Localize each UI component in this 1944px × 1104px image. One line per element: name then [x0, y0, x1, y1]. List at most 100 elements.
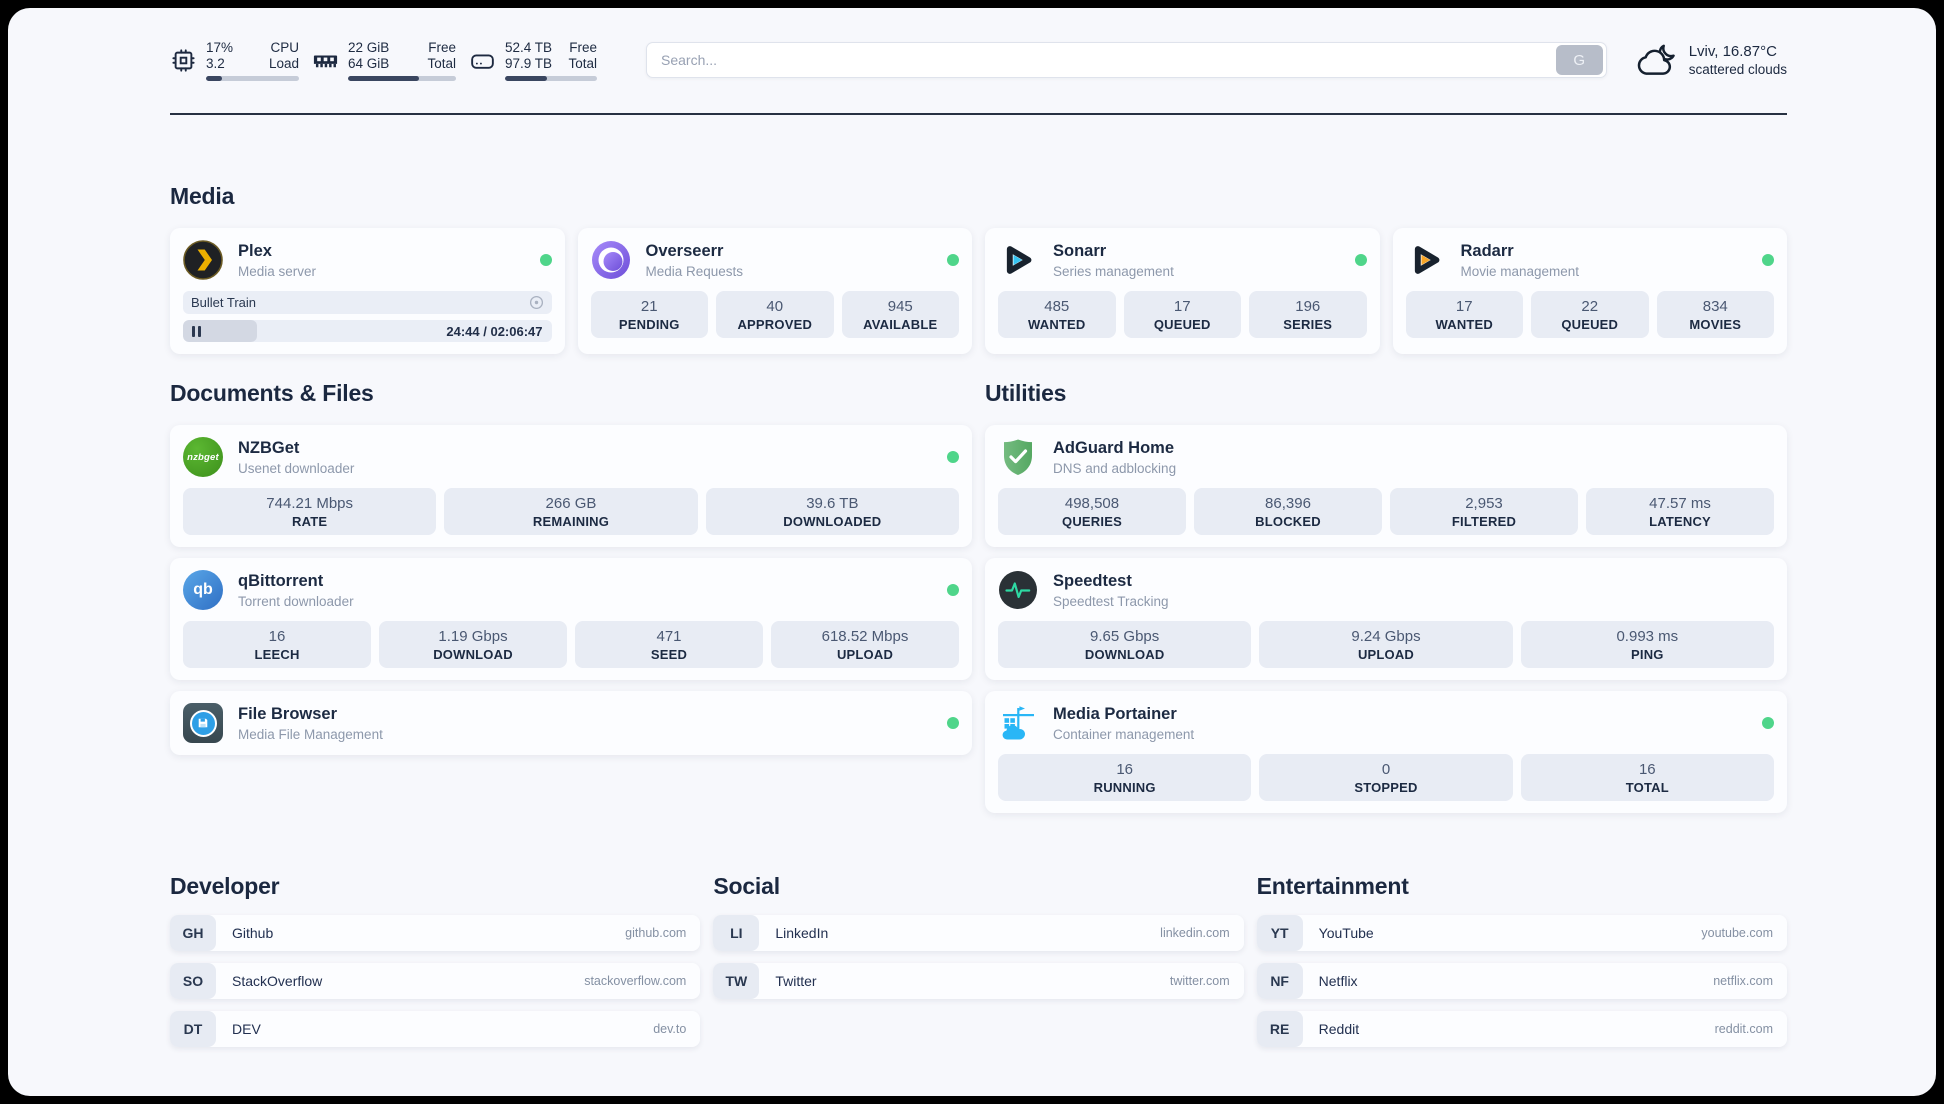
now-playing-title: Bullet Train — [191, 295, 257, 310]
disk-icon — [471, 53, 494, 69]
app-name: Speedtest — [1053, 571, 1132, 590]
memory-total-value: 64 GiB — [348, 56, 390, 71]
ram-icon — [313, 54, 338, 67]
stat-wanted: 485 WANTED — [998, 291, 1116, 338]
app-subtitle: Container management — [1053, 726, 1195, 742]
app-name: File Browser — [238, 704, 338, 723]
disc-icon — [529, 295, 543, 310]
app-subtitle: Media Requests — [645, 263, 744, 279]
media-card-row: Plex Media server Bullet Train 24:44 / 0… — [170, 228, 1787, 354]
app-card-sonarr[interactable]: Sonarr Series management 485 WANTED 17 QUE… — [985, 228, 1380, 354]
header-divider — [170, 113, 1787, 115]
app-name: Overseerr — [645, 241, 724, 260]
pause-button[interactable] — [192, 325, 201, 337]
disk-progress-bar — [505, 75, 597, 81]
cpu-widget: 17% CPU 3.2 Load — [170, 40, 299, 81]
cpu-load-label: Load — [268, 56, 299, 71]
app-card-portainer[interactable]: Media Portainer Container management 16 R… — [985, 691, 1787, 813]
bookmark-reddit[interactable]: RE Reddit reddit.com — [1256, 1011, 1787, 1047]
section-title-documents: Documents & Files — [170, 380, 374, 406]
app-card-radarr[interactable]: Radarr Movie management 17 WANTED 22 QUEUE… — [1392, 228, 1787, 354]
overseerr-icon — [591, 241, 630, 279]
app-name: Plex — [238, 241, 272, 260]
playback-progress: 24:44 / 02:06:47 — [183, 320, 552, 342]
cloud-moon-icon — [1637, 44, 1675, 75]
stat-running: 16 RUNNING — [998, 754, 1252, 801]
search-input[interactable] — [647, 52, 1556, 68]
app-card-filebrowser[interactable]: File Browser Media File Management — [170, 691, 972, 755]
disk-free-label: Free — [569, 39, 597, 55]
memory-free-label: Free — [428, 39, 456, 55]
bookmark-netflix[interactable]: NF Netflix netflix.com — [1256, 963, 1787, 999]
app-name: AdGuard Home — [1053, 438, 1175, 457]
bookmark-abbr-badge: SO — [170, 963, 216, 999]
stat-pending: 21 PENDING — [590, 291, 708, 338]
plex-icon — [183, 240, 223, 280]
app-card-adguard[interactable]: AdGuard Home DNS and adblocking 498,508 Q… — [985, 425, 1787, 547]
bookmark-column-entertainment: Entertainment YT YouTube youtube.com NF … — [1256, 873, 1787, 1047]
status-online-dot — [1762, 254, 1774, 266]
stat-stopped: 0 STOPPED — [1259, 754, 1513, 801]
bookmark-column-developer: Developer GH Github github.com SO StackO… — [170, 873, 701, 1047]
app-subtitle: Speedtest Tracking — [1053, 593, 1169, 609]
stat-queries: 498,508 QUERIES — [998, 488, 1186, 535]
stat-wanted: 17 WANTED — [1405, 291, 1523, 338]
stat-blocked: 86,396 BLOCKED — [1194, 488, 1382, 535]
bookmark-abbr-badge: YT — [1256, 915, 1303, 951]
app-card-speedtest[interactable]: Speedtest Speedtest Tracking 9.65 Gbps DO… — [985, 558, 1787, 680]
app-card-plex[interactable]: Plex Media server Bullet Train 24:44 / 0… — [170, 228, 565, 354]
cpu-icon — [172, 48, 195, 72]
playback-time: 24:44 / 02:06:47 — [446, 323, 543, 339]
section-title-utilities: Utilities — [985, 380, 1067, 406]
disk-free-value: 52.4 TB — [505, 39, 553, 55]
cpu-usage-value: 17% — [206, 39, 234, 55]
app-name: Radarr — [1460, 241, 1514, 260]
nzbget-icon: nzbget — [183, 437, 223, 477]
weather-condition: scattered clouds — [1688, 61, 1787, 77]
app-name: NZBGet — [238, 438, 300, 457]
bookmark-stackoverflow[interactable]: SO StackOverflow stackoverflow.com — [170, 963, 701, 999]
bookmark-abbr-badge: TW — [713, 963, 760, 999]
bookmark-github[interactable]: GH Github github.com — [170, 915, 701, 951]
bookmark-twitter[interactable]: TW Twitter twitter.com — [713, 963, 1244, 999]
cpu-progress-bar — [206, 75, 299, 81]
bookmark-dev[interactable]: DT DEV dev.to — [170, 1011, 701, 1047]
bookmark-youtube[interactable]: YT YouTube youtube.com — [1256, 915, 1787, 951]
app-subtitle: Media File Management — [238, 726, 383, 742]
app-subtitle: DNS and adblocking — [1053, 460, 1177, 476]
app-card-nzbget[interactable]: nzbget NZBGet Usenet downloader 744.21 M… — [170, 425, 972, 547]
stat-seed: 471 SEED — [575, 621, 763, 668]
stat-ping: 0.993 ms PING — [1520, 621, 1774, 668]
bookmark-linkedin[interactable]: LI LinkedIn linkedin.com — [713, 915, 1244, 951]
stat-filtered: 2,953 FILTERED — [1390, 488, 1578, 535]
stat-downloaded: 39.6 TB DOWNLOADED — [705, 488, 959, 535]
search-engine-button[interactable]: G — [1555, 45, 1603, 75]
portainer-icon — [1002, 706, 1034, 740]
app-subtitle: Series management — [1053, 263, 1174, 279]
stat-latency: 47.57 ms LATENCY — [1586, 488, 1774, 535]
bookmark-abbr-badge: GH — [170, 915, 216, 951]
top-bar: 17% CPU 3.2 Load 22 GiB Free 64 GiB Total — [170, 35, 1787, 85]
status-online-dot — [1762, 717, 1774, 729]
cpu-load-value: 3.2 — [206, 56, 225, 71]
stat-queued: 17 QUEUED — [1123, 291, 1241, 338]
disk-total-value: 97.9 TB — [505, 56, 553, 71]
app-name: Media Portainer — [1053, 704, 1177, 723]
stat-total: 16 TOTAL — [1520, 754, 1774, 801]
bookmark-abbr-badge: LI — [713, 915, 760, 951]
app-card-overseerr[interactable]: Overseerr Media Requests 21 PENDING 40 APP… — [577, 228, 972, 354]
memory-total-label: Total — [427, 56, 456, 71]
stat-approved: 40 APPROVED — [716, 291, 834, 338]
search-box: G — [646, 42, 1607, 78]
dashboard-panel: 17% CPU 3.2 Load 22 GiB Free 64 GiB Total — [8, 8, 1936, 1096]
radarr-icon — [1414, 246, 1439, 274]
app-card-qbittorrent[interactable]: qb qBittorrent Torrent downloader 16 LEEC… — [170, 558, 972, 680]
memory-widget: 22 GiB Free 64 GiB Total — [312, 40, 456, 81]
stat-download: 1.19 Gbps DOWNLOAD — [379, 621, 567, 668]
stat-remaining: 266 GB REMAINING — [444, 488, 698, 535]
stat-rate: 744.21 Mbps RATE — [183, 488, 437, 535]
bookmark-abbr-badge: RE — [1256, 1011, 1303, 1047]
stat-upload: 9.24 Gbps UPLOAD — [1259, 621, 1513, 668]
status-online-dot — [947, 254, 959, 266]
section-title-media: Media — [170, 183, 235, 209]
